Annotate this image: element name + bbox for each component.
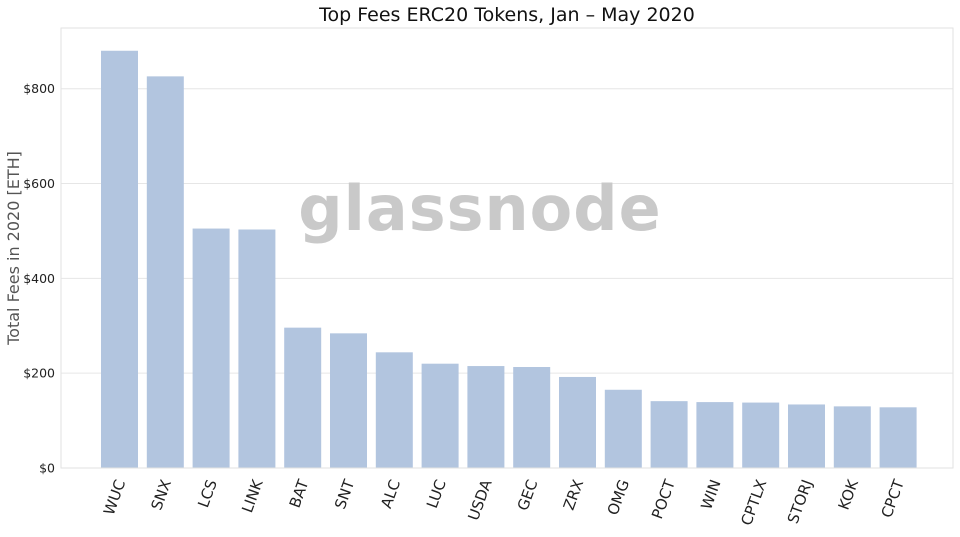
x-tick-label: ZRX bbox=[560, 477, 588, 512]
x-tick-label: CPTLX bbox=[737, 477, 770, 528]
bar-storj bbox=[788, 404, 825, 468]
plot-frame bbox=[60, 27, 954, 469]
x-tick-label: WUC bbox=[100, 477, 129, 517]
x-tick-label: LINK bbox=[238, 476, 267, 515]
bar-kok bbox=[833, 406, 871, 468]
bar-usda bbox=[467, 366, 505, 468]
bar-snx bbox=[146, 76, 184, 469]
x-tick-label: CPCT bbox=[878, 476, 909, 520]
x-tick-label: OMG bbox=[604, 477, 633, 517]
bar-link bbox=[238, 229, 276, 468]
y-axis-ticks: $0 $200 $400 $600 $800 bbox=[23, 81, 55, 475]
y-tick-label: $800 bbox=[23, 81, 55, 96]
x-tick-label: SNX bbox=[148, 477, 176, 512]
x-tick-label: STORJ bbox=[784, 477, 816, 526]
y-tick-label: $0 bbox=[39, 461, 55, 476]
bar-poct bbox=[650, 401, 688, 468]
x-tick-label: USDA bbox=[464, 477, 496, 523]
bar-bat bbox=[284, 327, 322, 468]
bar-alc bbox=[375, 352, 413, 468]
bar-snt bbox=[330, 333, 367, 468]
bar-zrx bbox=[559, 376, 596, 468]
watermark-logo: glassnode bbox=[298, 172, 661, 245]
x-tick-label: LCS bbox=[194, 477, 221, 510]
x-tick-label: LUC bbox=[423, 477, 450, 510]
chart-title: Top Fees ERC20 Tokens, Jan – May 2020 bbox=[318, 4, 695, 26]
bar-win bbox=[696, 402, 734, 468]
x-axis-ticks: WUC SNX LCS LINK BAT SNT ALC LUC USDA GEC ZRX OMG PO… bbox=[100, 476, 908, 528]
y-tick-label: $200 bbox=[23, 366, 55, 381]
y-tick-label: $600 bbox=[23, 176, 55, 191]
x-tick-label: GEC bbox=[514, 477, 542, 513]
bar-gec bbox=[513, 367, 551, 468]
bars bbox=[101, 50, 917, 469]
x-tick-label: KOK bbox=[835, 476, 863, 512]
x-tick-label: SNT bbox=[331, 476, 358, 511]
x-tick-label: POCT bbox=[648, 476, 679, 521]
x-tick-label: BAT bbox=[286, 476, 313, 510]
bar-omg bbox=[604, 389, 642, 468]
bar-wuc bbox=[101, 50, 138, 469]
y-tick-label: $400 bbox=[23, 271, 55, 286]
bar-cpct bbox=[879, 407, 917, 468]
y-axis-label: Total Fees in 2020 [ETH] bbox=[4, 151, 23, 346]
bar-lcs bbox=[192, 228, 230, 468]
x-tick-label: ALC bbox=[377, 477, 404, 510]
bar-luc bbox=[421, 363, 459, 468]
x-tick-label: WIN bbox=[697, 477, 724, 512]
bar-cptlx bbox=[742, 402, 780, 468]
